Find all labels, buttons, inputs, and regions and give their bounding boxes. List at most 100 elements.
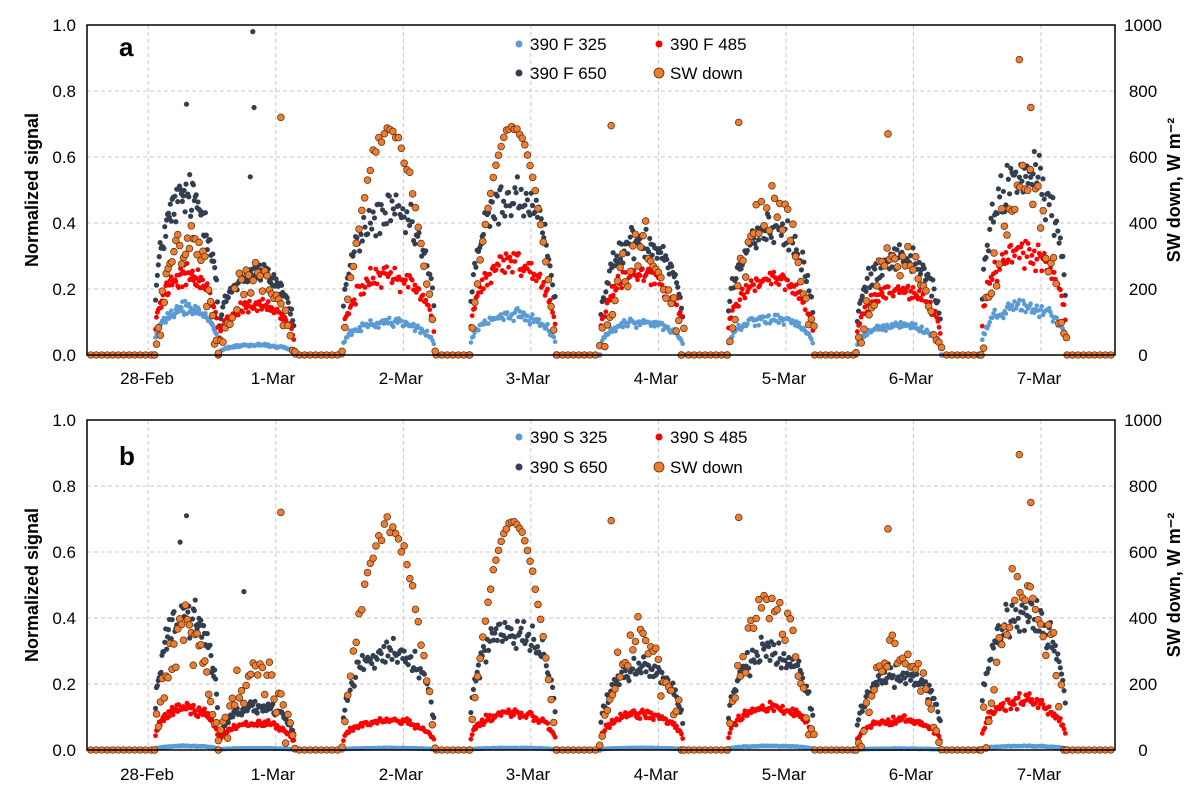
- series-650-point: [786, 247, 792, 253]
- sw-down-point: [1042, 651, 1050, 660]
- series-650-point: [735, 261, 742, 268]
- series-650-point: [405, 662, 411, 668]
- series-650-point: [169, 617, 175, 623]
- series-650-point: [183, 513, 190, 519]
- series-325-point: [358, 328, 364, 334]
- series-650-point: [343, 281, 349, 288]
- series-485-point: [935, 318, 941, 324]
- series-650-point: [213, 691, 220, 697]
- series-325-point: [471, 334, 476, 339]
- sw-down-point: [481, 617, 490, 625]
- series-485-point: [635, 277, 640, 283]
- series-650-point: [617, 256, 624, 262]
- series-485-point: [542, 292, 548, 298]
- series-650-point: [361, 214, 367, 221]
- sw-down-point: [272, 708, 281, 717]
- series-485-point: [509, 269, 515, 275]
- sw-down-point: [794, 258, 802, 267]
- sw-down-point: [1031, 605, 1040, 614]
- series-650-point: [990, 219, 997, 225]
- series-650-point: [212, 265, 218, 271]
- series-325-point: [987, 319, 993, 325]
- series-485-point: [551, 314, 557, 320]
- sw-down-point: [998, 640, 1006, 649]
- series-325-point: [368, 318, 373, 323]
- series-650-point: [200, 623, 207, 629]
- series-650-point: [428, 275, 434, 282]
- series-650-point: [995, 186, 1002, 192]
- sw-down-point: [212, 719, 221, 727]
- series-650-point: [754, 225, 761, 231]
- series-325-point: [909, 321, 915, 326]
- sw-down-point: [662, 294, 670, 302]
- series-650-point: [480, 643, 487, 650]
- sw-down-point: [734, 118, 743, 127]
- y2-tick-label: 800: [1129, 477, 1157, 496]
- series-650-point: [374, 656, 380, 662]
- series-650-point: [1031, 148, 1037, 155]
- sw-down-point: [654, 655, 663, 664]
- series-650-point: [733, 688, 739, 694]
- series-650-point: [498, 184, 504, 190]
- y2-tick-label: 0: [1138, 741, 1147, 760]
- sw-down-point: [736, 672, 745, 680]
- series-325-point: [177, 308, 182, 314]
- series-650-point: [207, 237, 213, 243]
- series-485-point: [235, 312, 241, 318]
- sw-down-point: [497, 537, 505, 546]
- sw-down-point: [221, 713, 230, 722]
- sw-down-point: [1010, 596, 1019, 605]
- series-485-point: [176, 285, 182, 291]
- series-485-point: [240, 309, 246, 315]
- series-325-point: [781, 322, 787, 327]
- series-485-point: [1008, 242, 1014, 248]
- series-650-point: [485, 647, 492, 654]
- series-650-point: [921, 265, 927, 271]
- series-650-point: [502, 213, 508, 219]
- sw-down-point: [603, 321, 612, 329]
- series-650-point: [492, 216, 498, 222]
- sw-down-point: [492, 161, 500, 170]
- series-485-point: [481, 286, 486, 292]
- series-485-point: [674, 723, 679, 729]
- series-485-point: [1029, 697, 1035, 702]
- series-325-point: [913, 321, 918, 327]
- sw-down-point: [932, 727, 941, 735]
- sw-down-point: [204, 690, 213, 699]
- sw-down-point: [1044, 267, 1053, 276]
- series-485-point: [934, 314, 939, 320]
- sw-down-point: [247, 670, 255, 678]
- series-650-point: [598, 719, 604, 725]
- x-tick-label: 1-Mar: [251, 369, 296, 388]
- series-650-point: [183, 101, 190, 107]
- series-485-point: [392, 265, 398, 271]
- series-485-point: [183, 282, 189, 288]
- sw-down-point: [873, 282, 881, 290]
- sw-down-point: [193, 251, 201, 259]
- series-650-point: [806, 689, 812, 695]
- x-tick-label: 7-Mar: [1017, 369, 1062, 388]
- sw-down-point: [486, 585, 495, 594]
- series-325-point: [521, 310, 526, 315]
- series-650-point: [1037, 165, 1044, 171]
- series-485-point: [733, 722, 739, 728]
- sw-down-point: [755, 229, 763, 238]
- sw-down-point: [762, 204, 771, 212]
- series-485-point: [875, 299, 881, 304]
- series-485-point: [885, 284, 891, 290]
- series-485-point: [1008, 706, 1014, 712]
- series-650-point: [670, 680, 676, 686]
- sw-down-point: [1039, 206, 1047, 215]
- panel-b-y-ticks: 0.0 0.2 0.4 0.6 0.8 1.0: [52, 411, 76, 760]
- series-485-point: [420, 292, 426, 298]
- sw-down-point: [1015, 450, 1024, 459]
- series-650-point: [513, 645, 519, 652]
- sw-down-point: [277, 300, 285, 308]
- panel-label: b: [119, 441, 135, 471]
- series-650-point: [547, 263, 553, 269]
- series-485-point: [739, 716, 745, 722]
- series-650-point: [771, 239, 777, 246]
- series-650-point: [199, 634, 205, 640]
- series-485-point: [901, 713, 907, 718]
